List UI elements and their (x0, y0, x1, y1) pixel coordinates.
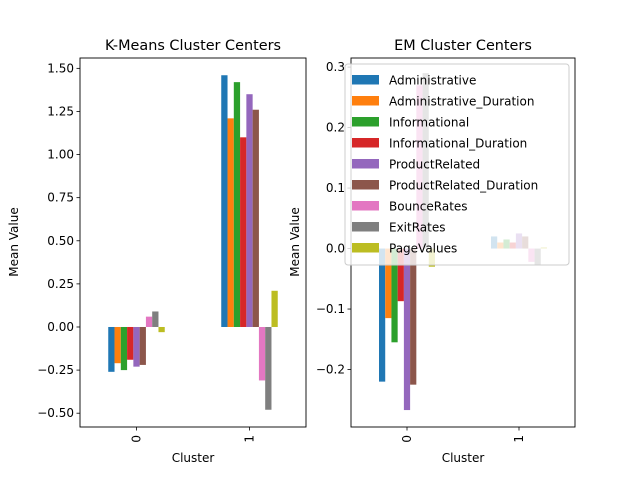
em-legend-label-administrative-duration: Administrative_Duration (389, 95, 534, 109)
kmeans-x-tick-label: 1 (243, 435, 257, 443)
kmeans-bar-informational-duration-cluster-0 (127, 326, 134, 360)
em-bar-administrative-cluster-0 (379, 248, 386, 382)
em-legend-swatch-productrelated (352, 159, 379, 169)
kmeans-bar-exitrates-cluster-0 (152, 311, 159, 327)
kmeans-y-ticks: −0.50 −0.25 0.00 0.25 0.50 0.75 1.00 1.25 1.50 (37, 61, 80, 420)
em-legend-swatch-bouncerates (352, 201, 379, 211)
kmeans-y-tick-label: 1.25 (47, 104, 74, 118)
em-legend: Administrative Administrative_Duration Inf… (344, 63, 570, 266)
em-bar-informational-duration-cluster-0 (397, 248, 404, 302)
em-y-tick-label: 0.2 (326, 121, 345, 135)
em-legend-swatch-administrative (352, 75, 379, 85)
kmeans-y-tick-label: 1.00 (47, 148, 74, 162)
em-bar-productrelated-cluster-0 (403, 248, 411, 411)
em-x-tick-label: 1 (512, 435, 526, 443)
em-legend-swatch-pagevalues (352, 243, 379, 253)
em-legend-swatch-exitrates (352, 222, 379, 232)
kmeans-y-label: Mean Value (7, 207, 21, 276)
kmeans-bar-administrative-duration-cluster-1 (227, 118, 234, 327)
em-legend-swatch-administrative-duration (352, 96, 379, 106)
em-legend-label-productrelated: ProductRelated (389, 158, 480, 172)
kmeans-bar-administrative-duration-cluster-0 (114, 326, 121, 364)
em-bar-informational-cluster-0 (391, 248, 398, 343)
em-title: EM Cluster Centers (394, 38, 532, 54)
em-x-label: Cluster (442, 451, 485, 465)
kmeans-bar-productrelated-duration-cluster-1 (252, 109, 259, 327)
kmeans-chart: K-Means Cluster Centers −0.50 −0.25 0.00 0.… (7, 38, 307, 465)
em-legend-swatch-productrelated-duration (352, 180, 379, 190)
em-bar-productrelated-duration-cluster-0 (410, 248, 417, 385)
kmeans-bar-productrelated-duration-cluster-0 (139, 326, 146, 365)
kmeans-y-tick-label: 0.50 (47, 234, 74, 248)
em-legend-label-exitrates: ExitRates (389, 221, 446, 235)
em-bar-administrative-duration-cluster-0 (385, 248, 392, 319)
em-legend-label-bouncerates: BounceRates (389, 200, 468, 214)
em-y-tick-label: −0.1 (316, 302, 345, 316)
em-x-tick-label: 0 (400, 435, 414, 443)
em-legend-label-productrelated-duration: ProductRelated_Duration (389, 179, 538, 193)
kmeans-bar-administrative-cluster-0 (108, 326, 115, 372)
kmeans-axes-frame (79, 57, 307, 428)
em-legend-swatch-informational (352, 117, 379, 127)
em-legend-label-administrative: Administrative (389, 74, 476, 88)
kmeans-bars (108, 75, 278, 410)
kmeans-bar-administrative-cluster-1 (221, 75, 228, 327)
em-legend-label-pagevalues: PageValues (389, 242, 457, 256)
kmeans-bar-informational-cluster-1 (233, 82, 241, 327)
kmeans-y-tick-label: 0.00 (47, 320, 74, 334)
em-legend-label-informational-duration: Informational_Duration (389, 137, 527, 151)
em-y-tick-label: 0.0 (326, 242, 345, 256)
kmeans-bar-pagevalues-cluster-0 (158, 326, 165, 333)
kmeans-x-tick-label: 0 (130, 435, 144, 443)
kmeans-bar-pagevalues-cluster-1 (271, 290, 278, 327)
kmeans-y-tick-label: 1.50 (47, 61, 74, 75)
em-y-tick-label: 0.1 (326, 181, 345, 195)
kmeans-bar-productrelated-cluster-0 (133, 326, 140, 367)
kmeans-y-tick-label: 0.75 (47, 191, 74, 205)
em-legend-label-informational: Informational (389, 116, 469, 130)
em-y-tick-label: −0.2 (316, 363, 345, 377)
em-y-label: Mean Value (288, 207, 302, 276)
kmeans-bar-exitrates-cluster-1 (265, 326, 272, 410)
em-y-ticks: −0.2 −0.1 0.0 0.1 0.2 0.3 (316, 60, 351, 377)
em-legend-frame (344, 63, 570, 266)
kmeans-title: K-Means Cluster Centers (105, 38, 281, 54)
em-chart: EM Cluster Centers −0.2−0.10.00.10.20.3 … (288, 38, 576, 465)
kmeans-bar-informational-cluster-0 (120, 326, 128, 371)
kmeans-y-tick-label: −0.50 (37, 406, 74, 420)
kmeans-bar-bouncerates-cluster-0 (145, 316, 153, 327)
kmeans-y-tick-label: −0.25 (37, 363, 74, 377)
kmeans-y-tick-label: 0.25 (47, 277, 74, 291)
em-legend-swatch-informational-duration (352, 138, 379, 148)
kmeans-bar-productrelated-cluster-1 (246, 94, 253, 327)
kmeans-x-label: Cluster (172, 451, 215, 465)
em-y-tick-label: 0.3 (326, 60, 345, 74)
kmeans-bar-informational-duration-cluster-1 (240, 137, 247, 327)
kmeans-bar-bouncerates-cluster-1 (258, 326, 266, 381)
